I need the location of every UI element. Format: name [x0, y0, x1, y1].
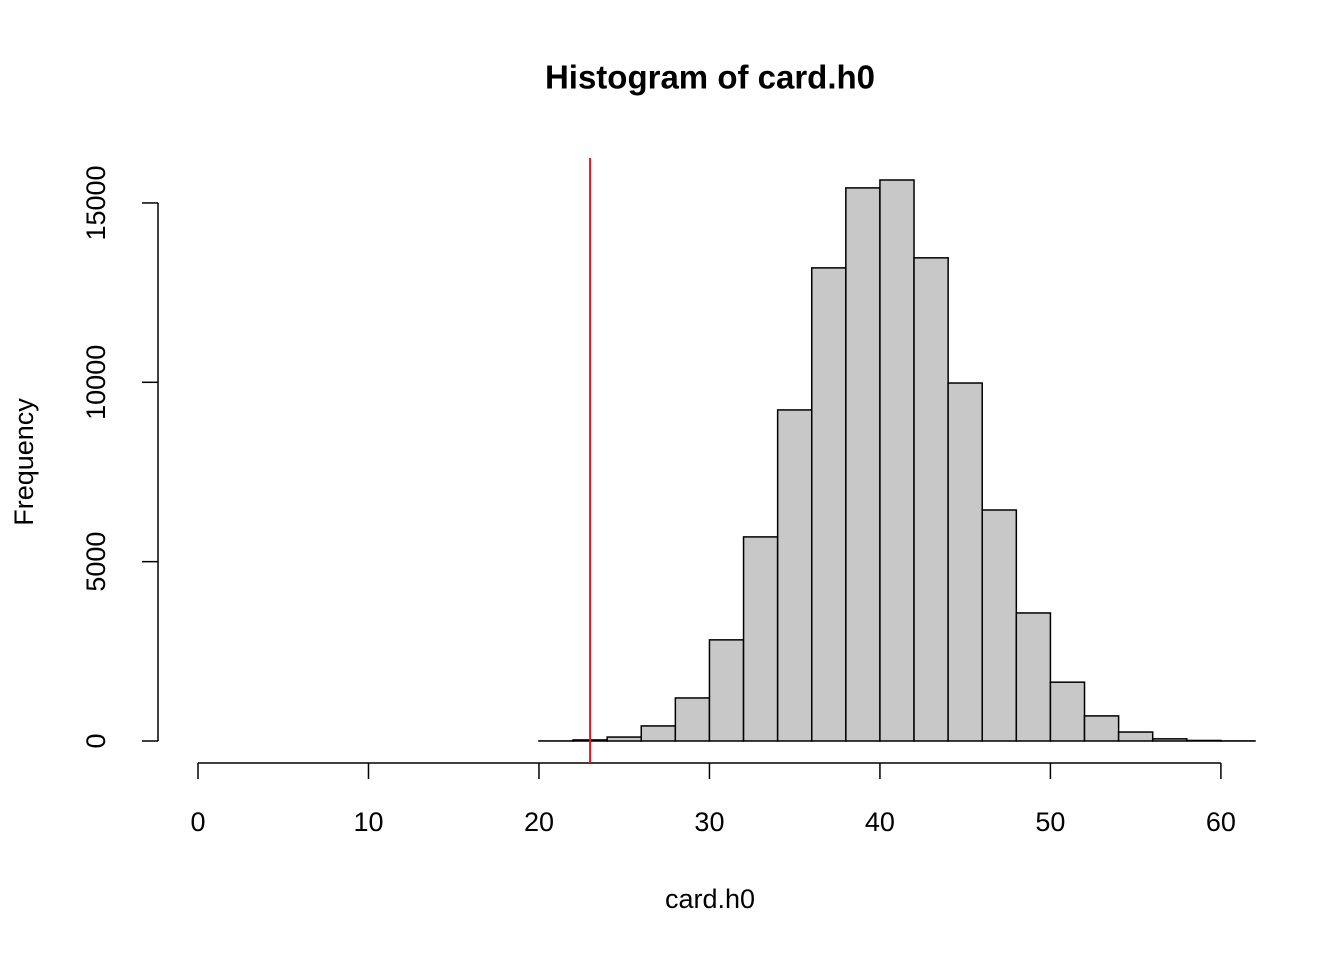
bar	[1186, 739, 1222, 742]
x-tick-label: 10	[353, 807, 383, 837]
bar	[606, 736, 643, 742]
bar	[845, 187, 881, 742]
bar	[674, 697, 711, 742]
bar	[776, 409, 813, 742]
y-tick-label: 10000	[81, 345, 111, 420]
bar	[742, 536, 779, 742]
x-tick-label: 40	[865, 807, 895, 837]
bar	[1083, 715, 1120, 742]
bar	[1117, 731, 1154, 742]
bar	[708, 639, 745, 742]
bar	[640, 725, 677, 742]
x-tick-label: 30	[694, 807, 724, 837]
bar	[1049, 681, 1086, 742]
bar	[810, 267, 847, 742]
x-tick-label: 50	[1035, 807, 1065, 837]
bar	[947, 382, 983, 742]
bar	[1015, 612, 1052, 742]
chart-title: Histogram of card.h0	[545, 59, 875, 96]
bar	[879, 179, 915, 742]
x-tick-label: 60	[1206, 807, 1236, 837]
y-tick-label: 0	[81, 733, 111, 748]
y-tick-label: 5000	[81, 532, 111, 592]
bar	[1151, 738, 1188, 742]
y-tick-label: 15000	[81, 165, 111, 240]
x-tick-label: 0	[190, 807, 205, 837]
bar	[981, 509, 1018, 742]
bar	[913, 257, 949, 742]
x-axis-label: card.h0	[665, 884, 755, 914]
x-tick-label: 20	[524, 807, 554, 837]
y-axis-label: Frequency	[9, 398, 39, 526]
